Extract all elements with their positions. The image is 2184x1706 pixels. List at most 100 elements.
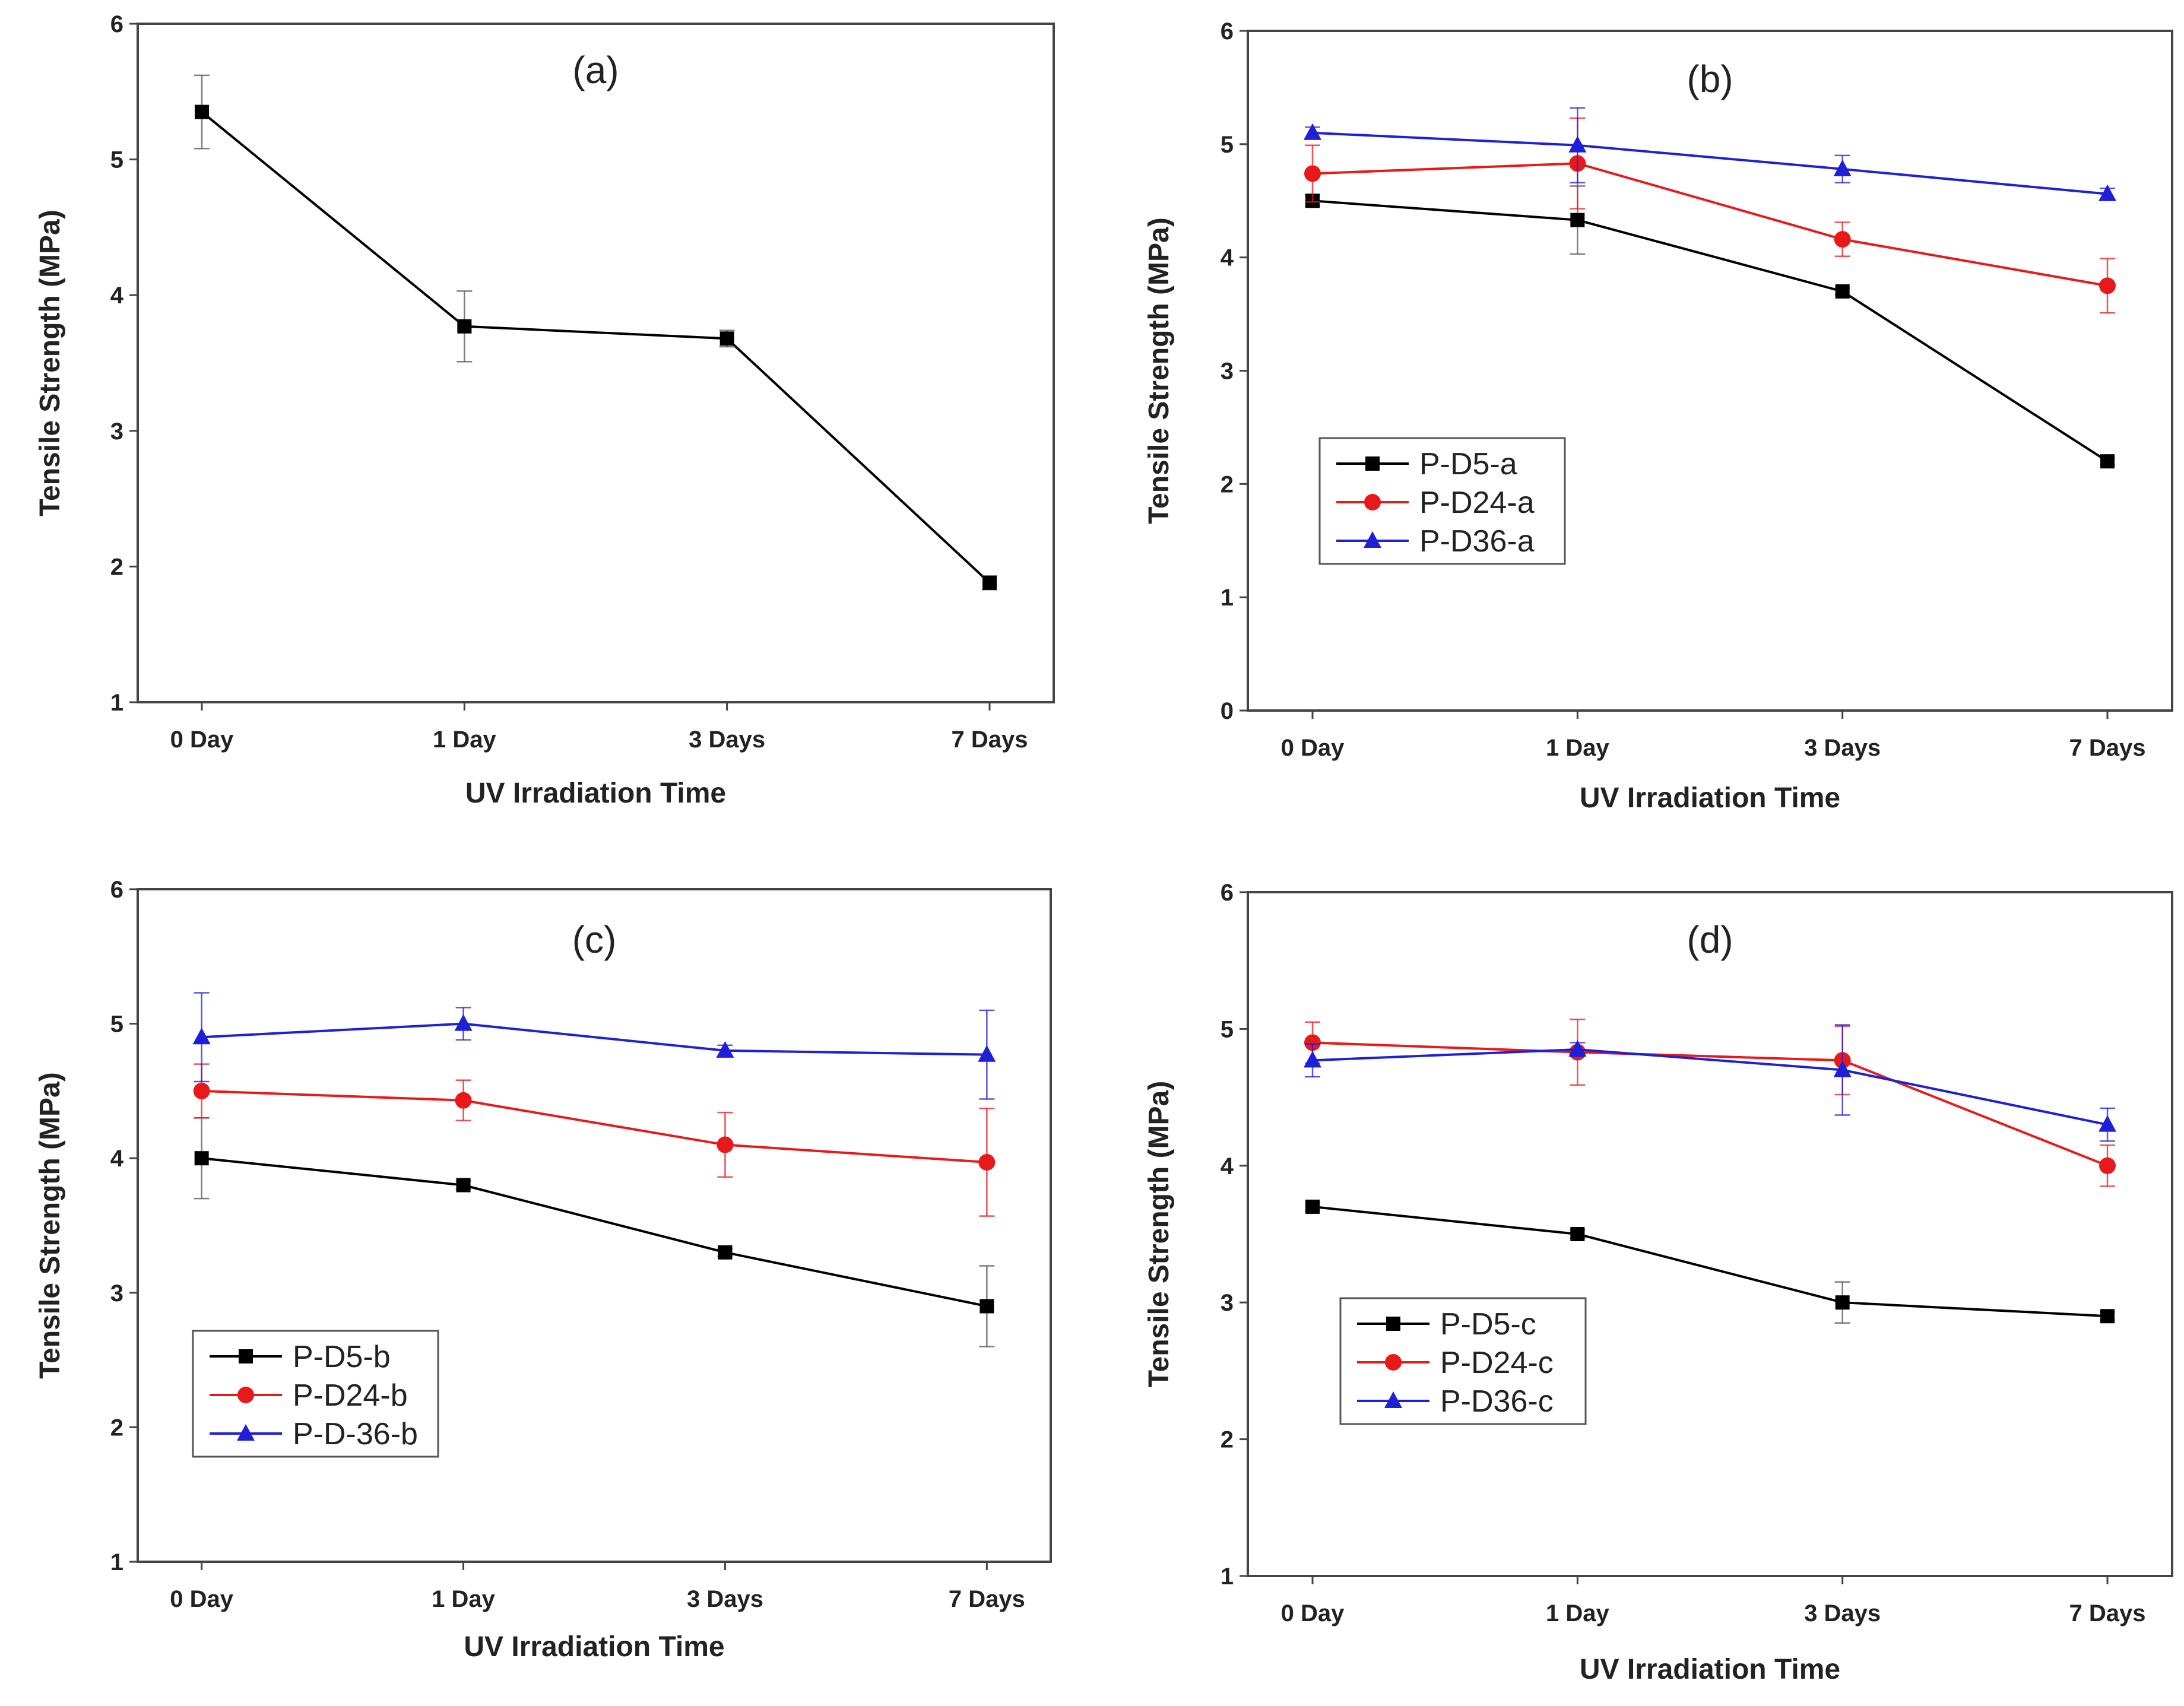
legend-label: P-D24-a bbox=[1419, 486, 1535, 520]
series-line bbox=[201, 111, 991, 584]
legend-marker bbox=[237, 1424, 255, 1441]
y-tick-label: 4 bbox=[1221, 1153, 1234, 1179]
legend: P-D5-a P-D24-a P-D36-a bbox=[1318, 437, 1566, 565]
series-P-D36-c bbox=[1303, 1024, 2117, 1142]
y-tick-label: 5 bbox=[1221, 1016, 1234, 1042]
series-P-D-36-b bbox=[192, 992, 996, 1100]
data-point bbox=[195, 104, 210, 119]
data-point bbox=[1303, 1051, 1321, 1068]
legend-label: P-D24-c bbox=[1440, 1346, 1554, 1380]
x-tick-label: 0 Day bbox=[1281, 1600, 1345, 1626]
chart-panel-d: 1 2 3 4 5 6 0 Day 1 Day 3 Days 7 Days UV Irradiati… bbox=[1143, 880, 2173, 1685]
legend-marker bbox=[239, 1349, 253, 1363]
data-point bbox=[717, 1136, 734, 1153]
x-tick-label: 3 Days bbox=[1804, 735, 1881, 761]
series-line bbox=[1312, 1205, 2108, 1318]
y-tick-label: 6 bbox=[1221, 880, 1234, 906]
data-point bbox=[457, 319, 472, 334]
series-P-D24-b bbox=[193, 1063, 996, 1217]
data-point bbox=[1568, 1039, 1587, 1057]
legend-label: P-D24-b bbox=[293, 1378, 408, 1413]
legend-label: P-D36-c bbox=[1440, 1384, 1554, 1419]
data-point bbox=[1570, 1227, 1585, 1241]
x-tick-label: 0 Day bbox=[1281, 735, 1345, 761]
series-line bbox=[1312, 162, 2108, 287]
series-line bbox=[1312, 131, 2108, 195]
legend: P-D5-c P-D24-c P-D36-c bbox=[1339, 1297, 1587, 1425]
y-tick-label: 1 bbox=[110, 1549, 123, 1575]
panel-label: (a) bbox=[572, 49, 619, 91]
x-axis-title: UV Irradiation Time bbox=[464, 1631, 724, 1663]
series-line bbox=[1312, 199, 2109, 462]
data-point bbox=[1570, 213, 1585, 227]
legend: P-D5-b P-D24-b P-D-36-b bbox=[192, 1330, 439, 1458]
legend-marker bbox=[1386, 1317, 1400, 1331]
data-point bbox=[2100, 454, 2115, 469]
chart-panel-c: 1 2 3 4 5 6 0 Day 1 Day 3 Days 7 Days UV Irradiati… bbox=[34, 877, 1052, 1663]
y-tick-label: 3 bbox=[1221, 1290, 1234, 1316]
data-point bbox=[454, 1014, 473, 1031]
x-tick-label: 0 Day bbox=[170, 727, 234, 753]
data-point bbox=[455, 1092, 472, 1109]
legend-marker bbox=[1364, 494, 1381, 510]
y-tick-label: 5 bbox=[110, 1011, 123, 1038]
legend-marker bbox=[1384, 1391, 1402, 1408]
x-tick-label: 7 Days bbox=[2069, 1600, 2146, 1626]
chart-panel-b: 0 1 2 3 4 5 6 0 Day 1 Day 3 Days 7 Days UV Irradiat… bbox=[1143, 18, 2173, 814]
legend-label: P-D-36-b bbox=[293, 1417, 418, 1451]
data-point bbox=[1833, 1060, 1852, 1077]
x-axis-title: UV Irradiation Time bbox=[1580, 782, 1840, 814]
panel-label: (b) bbox=[1687, 58, 1733, 100]
y-tick-label: 2 bbox=[1221, 1427, 1234, 1453]
y-tick-label: 2 bbox=[110, 554, 123, 580]
x-tick-label: 3 Days bbox=[1804, 1600, 1881, 1626]
data-point bbox=[193, 1082, 210, 1099]
series-P-D36-a bbox=[1303, 107, 2117, 201]
data-point bbox=[2100, 1309, 2115, 1324]
series-P-D5-a bbox=[1304, 185, 2116, 469]
y-tick-label: 3 bbox=[1221, 359, 1234, 385]
x-tick-label: 3 Days bbox=[689, 727, 765, 753]
data-point bbox=[192, 1028, 211, 1045]
y-tick-label: 5 bbox=[110, 147, 123, 173]
y-tick-label: 2 bbox=[1221, 471, 1234, 497]
data-point bbox=[2099, 277, 2116, 294]
x-tick-label: 1 Day bbox=[1546, 735, 1609, 761]
data-point bbox=[1304, 1034, 1321, 1051]
plot-frame bbox=[1247, 891, 2173, 1577]
data-point bbox=[1834, 231, 1851, 248]
y-tick-label: 1 bbox=[1221, 1564, 1234, 1590]
y-tick-label: 6 bbox=[1221, 18, 1234, 45]
legend-box bbox=[1339, 1297, 1587, 1425]
plot-frame bbox=[137, 888, 1052, 1563]
series-line bbox=[201, 1157, 987, 1308]
y-axis-title: Tensile Strength (MPa) bbox=[34, 210, 66, 516]
y-tick-label: 4 bbox=[110, 1146, 124, 1172]
series-P-D5-c bbox=[1304, 1199, 2116, 1324]
y-tick-label: 3 bbox=[110, 1280, 123, 1307]
legend-label: P-D5-c bbox=[1440, 1307, 1536, 1342]
data-point bbox=[2099, 184, 2117, 201]
data-point bbox=[1835, 1295, 1850, 1310]
data-point bbox=[978, 1045, 996, 1062]
data-point bbox=[194, 1151, 209, 1166]
data-point bbox=[2099, 1115, 2117, 1132]
y-tick-label: 4 bbox=[110, 283, 124, 309]
x-tick-label: 7 Days bbox=[951, 727, 1028, 753]
legend-marker bbox=[1364, 531, 1381, 548]
panel-label: (d) bbox=[1687, 918, 1733, 961]
x-tick-label: 1 Day bbox=[432, 1586, 495, 1612]
x-tick-label: 7 Days bbox=[2069, 735, 2146, 761]
y-tick-label: 1 bbox=[1221, 585, 1234, 611]
series-P-D5-b bbox=[194, 1117, 995, 1347]
legend-label: P-D5-b bbox=[293, 1340, 391, 1374]
series-P-D24-c bbox=[1304, 1019, 2116, 1187]
data-point bbox=[2099, 1157, 2116, 1174]
y-tick-label: 1 bbox=[110, 690, 123, 716]
series-P-D24-a bbox=[1304, 117, 2116, 314]
legend-marker bbox=[1385, 1354, 1402, 1371]
legend-label: P-D36-a bbox=[1419, 524, 1535, 559]
legend-marker bbox=[237, 1387, 254, 1403]
y-tick-label: 5 bbox=[1221, 132, 1234, 158]
legend-label: P-D5-a bbox=[1419, 447, 1517, 481]
